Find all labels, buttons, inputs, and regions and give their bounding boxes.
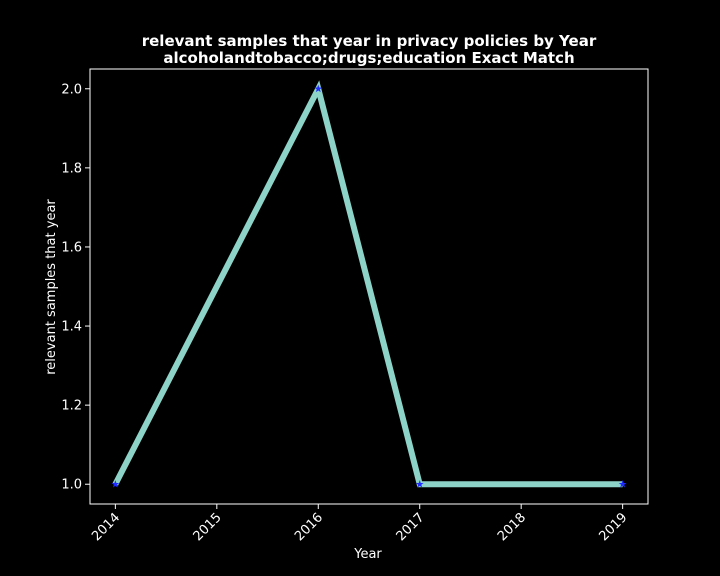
data-point <box>618 480 627 488</box>
chart-subtitle: alcoholandtobacco;drugs;education Exact … <box>163 49 574 67</box>
y-tick-label: 1.8 <box>61 161 82 176</box>
chart-title: relevant samples that year in privacy po… <box>142 32 597 50</box>
y-tick-label: 2.0 <box>61 82 82 97</box>
y-tick-label: 1.2 <box>61 399 82 414</box>
data-point <box>415 480 424 488</box>
data-point <box>111 480 120 488</box>
y-tick-label: 1.0 <box>61 478 82 493</box>
series-line <box>112 80 623 488</box>
x-axis-label: Year <box>353 547 382 562</box>
data-point <box>314 84 323 93</box>
y-axis-label: relevant samples that year <box>44 199 59 375</box>
plot-frame <box>89 68 649 505</box>
y-tick-label: 1.6 <box>61 240 82 255</box>
y-tick-label: 1.4 <box>61 320 82 335</box>
